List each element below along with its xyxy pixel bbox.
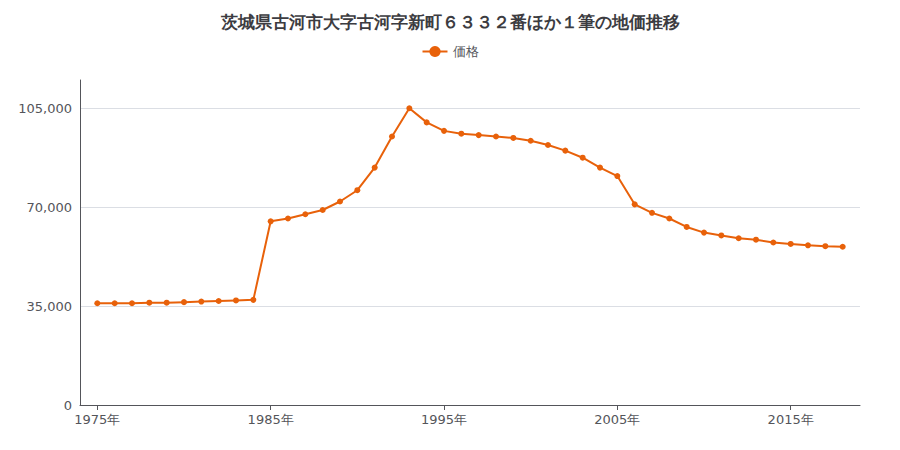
svg-text:1985年: 1985年 — [248, 412, 294, 427]
svg-text:茨城県古河市大字古河字新町６３３２番ほか１筆の地価推移: 茨城県古河市大字古河字新町６３３２番ほか１筆の地価推移 — [220, 12, 680, 32]
svg-text:70,000: 70,000 — [27, 200, 73, 215]
svg-text:1975年: 1975年 — [74, 412, 120, 427]
svg-text:2005年: 2005年 — [594, 412, 640, 427]
svg-text:0: 0 — [64, 398, 72, 413]
svg-text:2015年: 2015年 — [768, 412, 814, 427]
svg-text:105,000: 105,000 — [18, 101, 72, 116]
svg-text:価格: 価格 — [453, 44, 479, 59]
svg-text:1995年: 1995年 — [421, 412, 467, 427]
svg-text:35,000: 35,000 — [27, 299, 73, 314]
